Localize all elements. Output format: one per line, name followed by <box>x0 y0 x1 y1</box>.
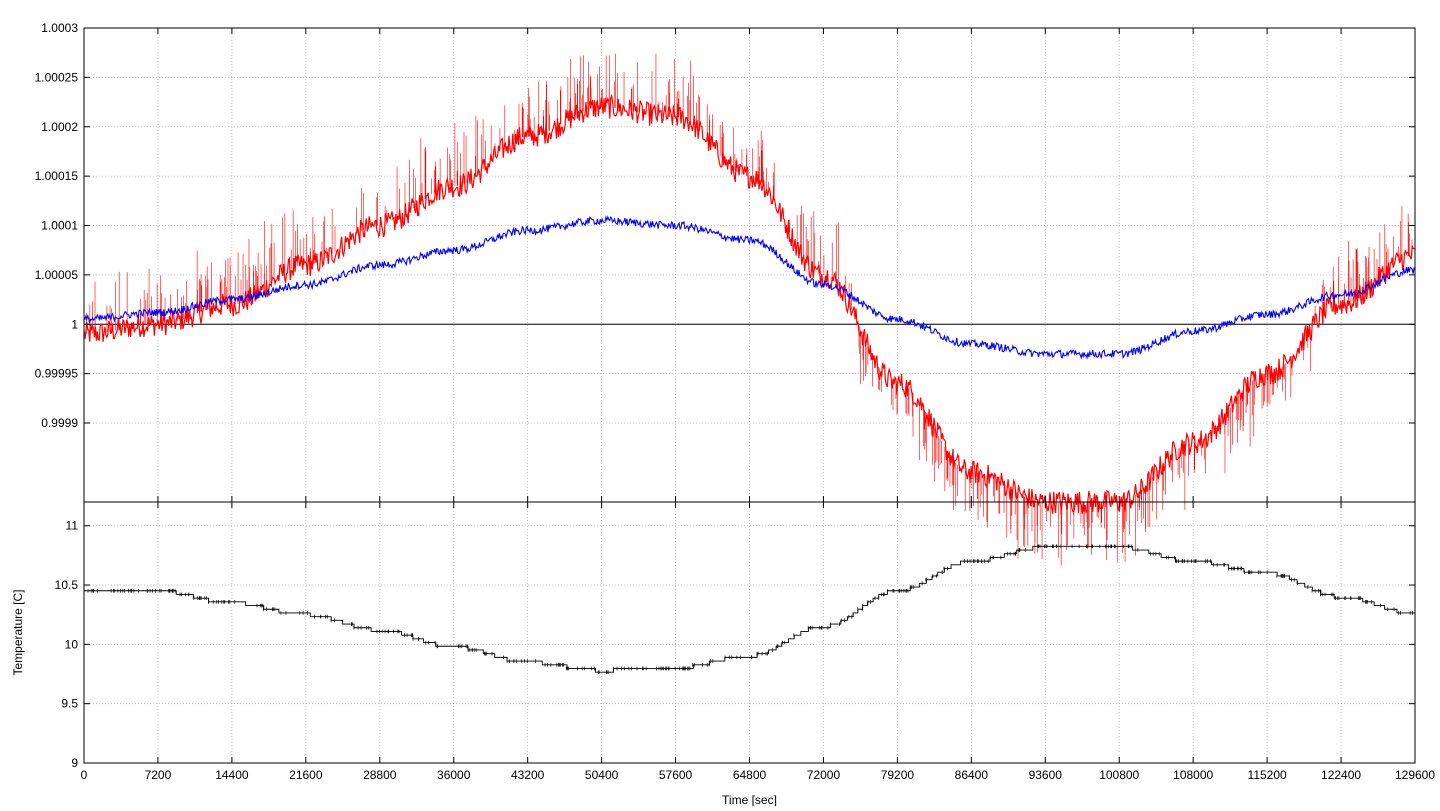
bottom-x-tick-label: 50400 <box>585 768 619 782</box>
bottom-x-tick-label: 21600 <box>289 768 323 782</box>
bottom-x-tick-label: 14400 <box>215 768 249 782</box>
bottom-x-tick-label: 115200 <box>1248 768 1287 782</box>
bottom-x-tick-label: 122400 <box>1321 768 1361 782</box>
bottom-x-tick-label: 64800 <box>733 768 767 782</box>
top-y-tick-label: 1.0003 <box>41 21 78 35</box>
bottom-y-tick-label: 11 <box>66 519 79 533</box>
top-y-tick-label: 0.99995 <box>35 367 79 381</box>
bottom-y-tick-label: 10.5 <box>55 578 79 592</box>
bottom-x-tick-label: 86400 <box>955 768 989 782</box>
bottom-x-tick-label: 108000 <box>1173 768 1213 782</box>
bottom-x-tick-label: 43200 <box>511 768 545 782</box>
bottom-y-tick-label: 9.5 <box>61 697 78 711</box>
labels-layer: 0.9999 0.99995 1 1.00005 1.0001 1.00015 1.0002… <box>11 21 1435 807</box>
top-series-0-spikes <box>86 53 1413 566</box>
top-series-1-line <box>83 215 1416 360</box>
axes-layer <box>83 27 1416 764</box>
bottom-x-tick-label: 79200 <box>881 768 915 782</box>
bottom-x-tick-label: 129600 <box>1395 768 1435 782</box>
bottom-x-tick-label: 28800 <box>363 768 397 782</box>
top-y-tick-label: 1.0001 <box>41 219 78 233</box>
bottom-x-tick-label: 93600 <box>1029 768 1063 782</box>
top-y-tick-label: 0.9999 <box>41 416 78 430</box>
series-layer <box>83 53 1416 675</box>
bottom-y-tick-label: 10 <box>65 637 79 651</box>
bottom-x-tick-label: 7200 <box>145 768 172 782</box>
bottom-y-tick-label: 9 <box>71 756 78 770</box>
top-y-tick-label: 1 <box>71 317 78 331</box>
bottom-x-axis-title: Time [sec] <box>722 793 777 806</box>
bottom-x-tick-label: 57600 <box>659 768 693 782</box>
top-y-tick-label: 1.0002 <box>41 120 78 134</box>
bottom-x-tick-label: 100800 <box>1099 768 1139 782</box>
bottom-series-0-line <box>84 545 1415 673</box>
grid-layer <box>84 28 1415 763</box>
bottom-x-tick-label: 72000 <box>807 768 841 782</box>
bottom-series-0-jitter <box>87 544 1413 675</box>
top-series-0-line <box>83 93 1416 515</box>
top-y-tick-label: 1.00015 <box>35 169 79 183</box>
bottom-x-tick-label: 36000 <box>437 768 471 782</box>
bottom-y-axis-title: Temperature [C] <box>11 589 25 675</box>
top-y-tick-label: 1.00005 <box>35 268 79 282</box>
top-y-tick-label: 1.00025 <box>35 70 79 84</box>
bottom-x-tick-label: 0 <box>81 768 88 782</box>
